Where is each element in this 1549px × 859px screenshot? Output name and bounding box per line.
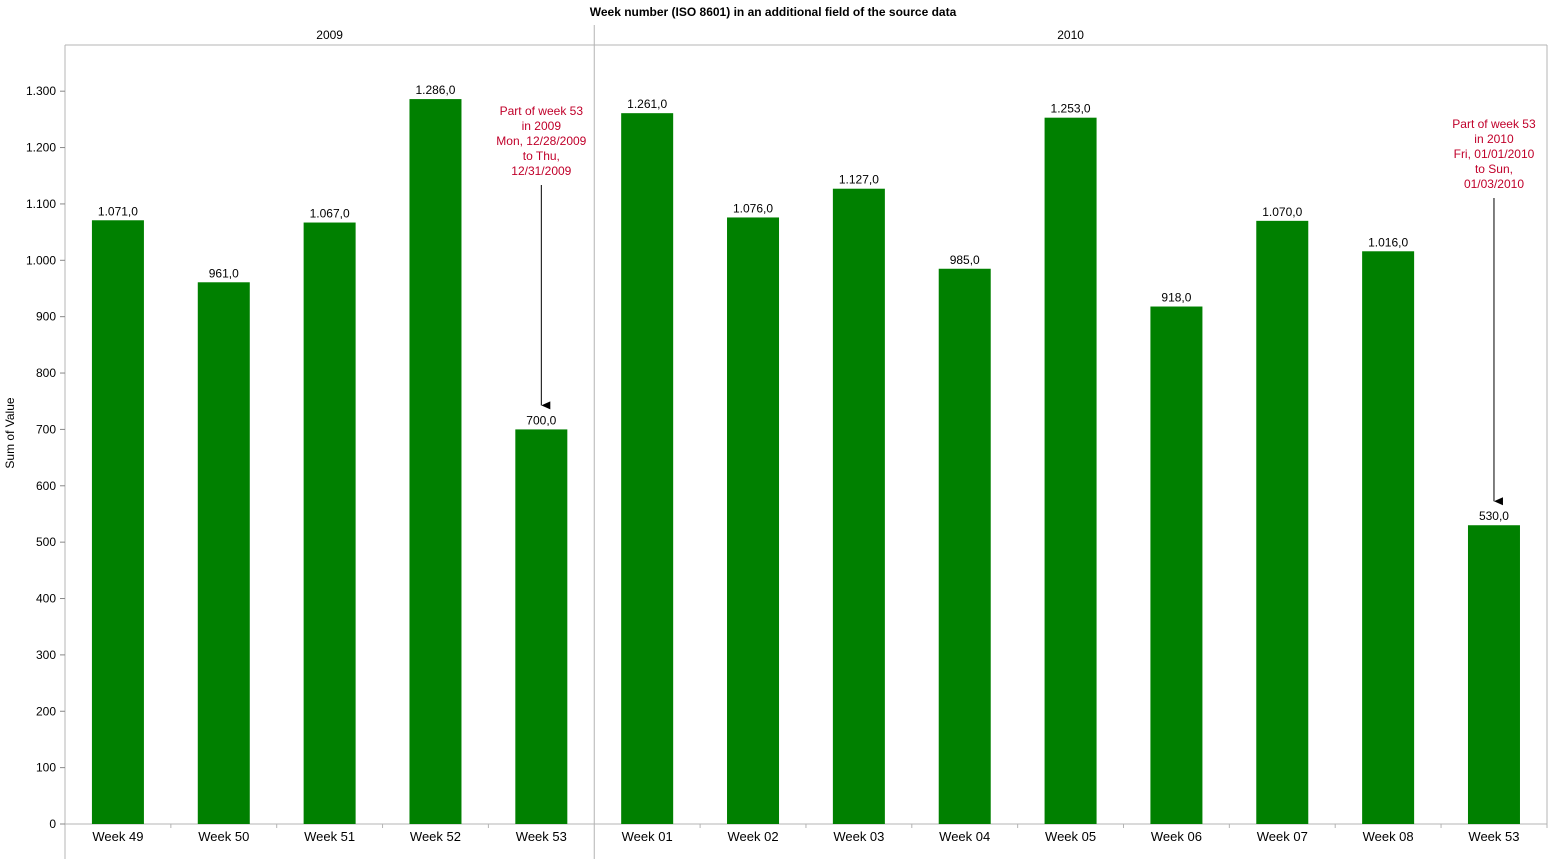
x-tick-label: Week 53 [1468, 829, 1519, 844]
x-tick-label: Week 52 [410, 829, 461, 844]
x-tick-label: Week 02 [727, 829, 778, 844]
bar [515, 429, 568, 824]
bar [832, 188, 885, 825]
y-tick-label: 1.200 [26, 141, 56, 155]
bar [938, 268, 991, 824]
bar [303, 222, 356, 824]
data-label: 1.067,0 [310, 207, 350, 221]
x-tick-label: Week 08 [1363, 829, 1414, 844]
data-label: 1.261,0 [627, 97, 667, 111]
x-tick-label: Week 06 [1151, 829, 1202, 844]
x-tick-label: Week 50 [198, 829, 249, 844]
data-label: 1.071,0 [98, 204, 138, 218]
chart-title: Week number (ISO 8601) in an additional … [590, 5, 957, 19]
annotation-text: Part of week 53 in 2009 Mon, 12/28/2009 to … [496, 104, 586, 178]
x-tick-label: Week 04 [939, 829, 990, 844]
data-label: 961,0 [209, 266, 239, 280]
data-label: 1.127,0 [839, 173, 879, 187]
annotation-text: Part of week 53 in 2010 Fri, 01/01/2010 to … [1452, 117, 1536, 191]
x-tick-label: Week 07 [1257, 829, 1308, 844]
x-tick-label: Week 51 [304, 829, 355, 844]
y-tick-label: 100 [36, 761, 56, 775]
x-tick-label: Week 03 [833, 829, 884, 844]
year-label-2010: 2010 [1057, 28, 1084, 42]
data-label: 1.070,0 [1262, 205, 1302, 219]
data-label: 530,0 [1479, 509, 1509, 523]
y-tick-label: 1.300 [26, 84, 56, 98]
bar [1150, 306, 1203, 824]
x-tick-label: Week 49 [92, 829, 143, 844]
y-tick-label: 1.100 [26, 197, 56, 211]
y-tick-label: 200 [36, 704, 56, 718]
y-tick-label: 400 [36, 592, 56, 606]
data-label: 1.253,0 [1051, 102, 1091, 116]
bar [621, 113, 674, 824]
bar [197, 282, 250, 824]
y-tick-label: 500 [36, 535, 56, 549]
bar [1467, 525, 1520, 824]
bar [1044, 117, 1097, 824]
data-label: 985,0 [950, 253, 980, 267]
data-label: 1.016,0 [1368, 235, 1408, 249]
bar [409, 99, 462, 825]
x-tick-label: Week 01 [622, 829, 673, 844]
y-tick-label: 1.000 [26, 253, 56, 267]
data-label: 1.076,0 [733, 201, 773, 215]
y-tick-label: 0 [49, 817, 56, 831]
bar [1256, 220, 1309, 824]
bar [727, 217, 780, 824]
x-tick-label: Week 05 [1045, 829, 1096, 844]
bar [91, 220, 144, 825]
y-tick-label: 300 [36, 648, 56, 662]
bar [1362, 251, 1415, 824]
data-label: 1.286,0 [415, 83, 455, 97]
y-tick-label: 800 [36, 366, 56, 380]
year-label-2009: 2009 [316, 28, 343, 42]
data-label: 700,0 [526, 413, 556, 427]
plot-area: 0 100 200 300 400 500 600 700 800 900 1.000 1.100 1.… [26, 25, 1548, 859]
y-tick-label: 900 [36, 310, 56, 324]
y-tick-label: 600 [36, 479, 56, 493]
x-tick-label: Week 53 [516, 829, 567, 844]
data-label: 918,0 [1161, 291, 1191, 305]
y-tick-label: 700 [36, 422, 56, 436]
y-axis-label: Sum of Value [3, 397, 17, 468]
